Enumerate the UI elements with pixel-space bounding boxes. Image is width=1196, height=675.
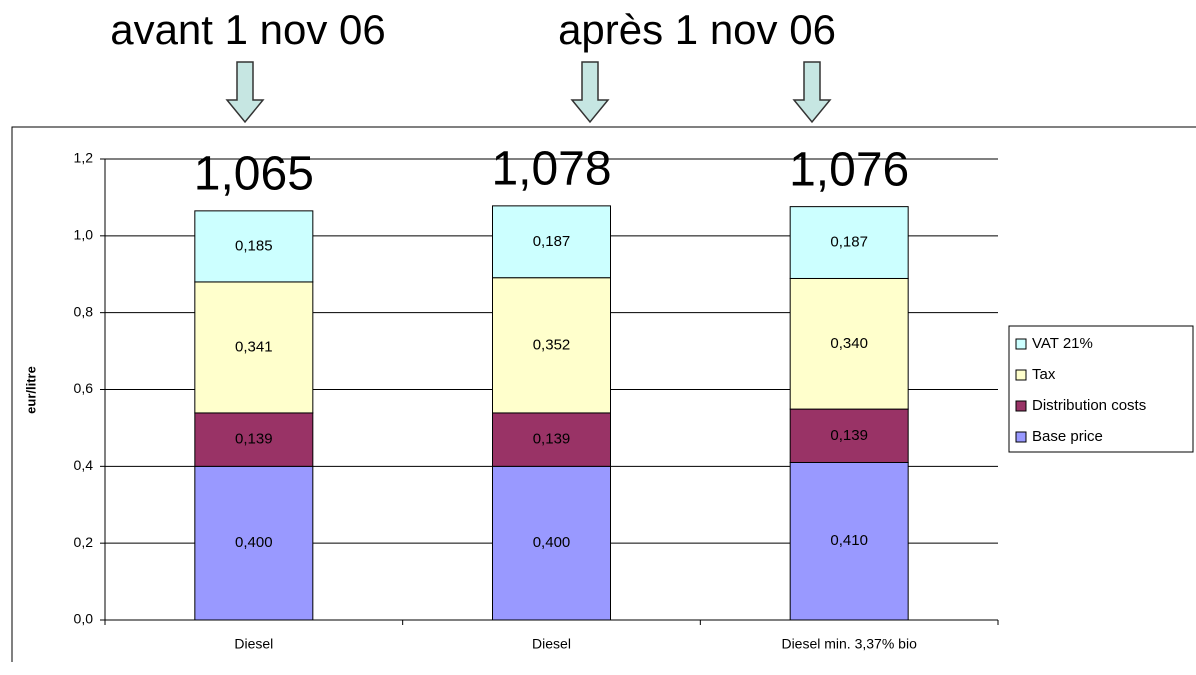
bar-segment: [194, 465, 314, 621]
data-label: 0,400: [235, 534, 273, 551]
data-label: 0,187: [533, 233, 571, 250]
legend-label: Distribution costs: [1032, 397, 1146, 414]
y-tick-label: 0,8: [74, 303, 94, 319]
data-label: 0,400: [533, 534, 571, 551]
data-label: 0,340: [830, 335, 868, 352]
arrows: [225, 61, 832, 124]
y-axis-label: eur/litre: [23, 366, 38, 414]
x-tick-label: Diesel min. 3,37% bio: [781, 636, 917, 652]
total-label: 1,065: [194, 148, 314, 201]
legend-label: Tax: [1032, 366, 1056, 383]
data-label: 0,341: [235, 338, 273, 355]
bar-segment: [789, 461, 909, 621]
annotation: après 1 nov 06: [558, 6, 836, 53]
data-label: 0,410: [830, 532, 868, 549]
bar-segment: [789, 277, 909, 410]
y-tick-label: 0,4: [74, 457, 94, 473]
legend-label: VAT 21%: [1032, 335, 1093, 352]
legend: [1008, 325, 1194, 453]
data-label: 0,139: [830, 427, 868, 444]
bar-segment: [194, 281, 314, 414]
bar-segment: [789, 206, 909, 279]
legend-swatch: [1015, 431, 1027, 443]
data-label: 0,187: [830, 234, 868, 251]
y-tick-label: 1,0: [74, 227, 94, 243]
chart-frame: [11, 126, 1196, 662]
legend-label: Base price: [1032, 428, 1103, 445]
bar-segment: [194, 412, 314, 467]
annotation: avant 1 nov 06: [110, 6, 386, 53]
bar-segment: [492, 205, 611, 279]
y-tick-label: 1,2: [74, 150, 94, 166]
bar-segment: [492, 465, 611, 621]
data-label: 0,352: [533, 336, 571, 353]
total-label: 1,078: [491, 143, 611, 196]
x-tick-label: Diesel: [234, 636, 273, 652]
y-tick-label: 0,2: [74, 534, 94, 550]
bar-segment: [194, 210, 314, 283]
legend-swatch: [1015, 369, 1027, 381]
bar-segment: [789, 408, 909, 463]
total-label: 1,076: [789, 143, 909, 196]
data-label: 0,139: [235, 431, 273, 448]
legend-swatch: [1015, 338, 1027, 350]
y-tick-label: 0,6: [74, 380, 94, 396]
data-label: 0,139: [533, 431, 571, 448]
data-label: 0,185: [235, 237, 273, 254]
bar-segment: [492, 277, 611, 414]
legend-swatch: [1015, 400, 1027, 412]
bar-segment: [492, 412, 611, 467]
y-tick-label: 0,0: [74, 611, 94, 627]
x-tick-label: Diesel: [532, 636, 571, 652]
